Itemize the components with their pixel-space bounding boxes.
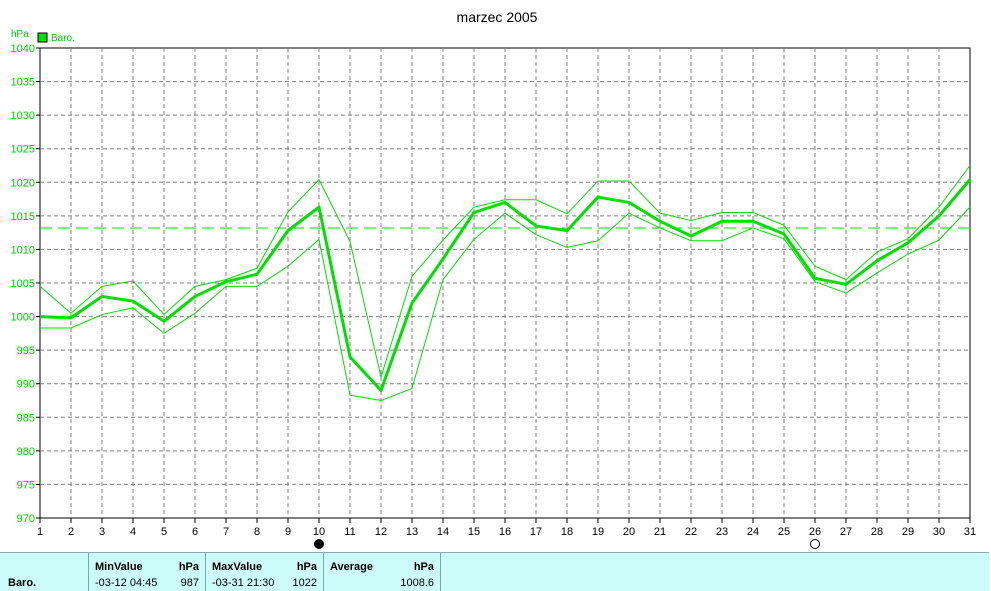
y-tick-label: 980 <box>17 446 35 458</box>
x-tick-label: 10 <box>313 526 325 538</box>
stats-min-cell: MinValue hPa -03-12 04:45 987 <box>89 553 206 591</box>
legend-swatch <box>37 32 48 43</box>
x-tick-label: 12 <box>375 526 387 538</box>
y-axis-unit: hPa <box>11 29 29 40</box>
series-line-min <box>40 206 971 401</box>
barometer-chart: marzec 2005 hPa Baro. 970975980985990995… <box>11 9 976 549</box>
y-tick-label: 970 <box>17 513 35 525</box>
x-tick-label: 17 <box>530 526 542 538</box>
y-tick-label: 1035 <box>11 77 35 89</box>
x-tick-label: 14 <box>437 526 449 538</box>
stats-label-cell: Baro. <box>0 553 89 591</box>
max-time: -03-31 21:30 <box>212 577 275 589</box>
x-tick-label: 26 <box>809 526 821 538</box>
x-tick-label: 24 <box>747 526 759 538</box>
series-line-max <box>39 165 971 378</box>
max-value: 1022 <box>292 577 317 589</box>
legend-label: Baro. <box>51 33 75 44</box>
stats-avg-cell: Average hPa 1008.6 <box>324 553 441 591</box>
x-tick-label: 27 <box>840 526 852 538</box>
x-tick-label: 1 <box>37 526 43 538</box>
x-tick-label: 16 <box>499 526 511 538</box>
max-header: MaxValue <box>212 561 263 573</box>
y-tick-label: 1025 <box>11 144 35 156</box>
max-unit: hPa <box>296 561 317 573</box>
x-tick-label: 29 <box>902 526 914 538</box>
min-time: -03-12 04:45 <box>95 577 158 589</box>
avg-value: 1008.6 <box>400 577 434 589</box>
x-tick-label: 9 <box>285 526 291 538</box>
x-tick-label: 18 <box>561 526 573 538</box>
y-tick-label: 1000 <box>11 312 35 324</box>
x-tick-label: 13 <box>406 526 418 538</box>
y-tick-label: 1010 <box>11 244 35 256</box>
chart-title: marzec 2005 <box>457 9 538 25</box>
x-tick-label: 22 <box>685 526 697 538</box>
x-tick-label: 20 <box>623 526 635 538</box>
x-tick-label: 11 <box>344 526 355 538</box>
x-tick-label: 23 <box>716 526 728 538</box>
x-tick-label: 30 <box>933 526 945 538</box>
y-tick-label: 1040 <box>11 43 35 55</box>
y-tick-label: 975 <box>17 479 35 491</box>
x-tick-label: 2 <box>68 526 74 538</box>
stats-row-label: Baro. <box>8 577 37 589</box>
y-tick-label: 1030 <box>11 110 35 122</box>
y-tick-label: 1005 <box>11 278 35 290</box>
y-tick-label: 985 <box>17 412 35 424</box>
y-tick-label: 1015 <box>11 211 35 223</box>
series-line-average <box>39 178 972 392</box>
x-tick-label: 6 <box>192 526 198 538</box>
x-tick-label: 3 <box>99 526 105 538</box>
moon-full-icon <box>314 539 324 549</box>
avg-unit: hPa <box>413 561 434 573</box>
x-tick-label: 19 <box>592 526 604 538</box>
min-unit: hPa <box>178 561 199 573</box>
x-tick-label: 5 <box>161 526 167 538</box>
x-tick-label: 15 <box>468 526 480 538</box>
y-tick-label: 995 <box>17 345 35 357</box>
min-value: 987 <box>180 577 199 589</box>
x-tick-label: 7 <box>223 526 229 538</box>
x-tick-label: 8 <box>254 526 260 538</box>
min-header: MinValue <box>95 561 143 573</box>
y-tick-label: 990 <box>17 379 35 391</box>
avg-header: Average <box>330 561 374 573</box>
x-tick-label: 31 <box>964 526 976 538</box>
moon-new-icon <box>810 539 820 549</box>
x-tick-label: 4 <box>130 526 136 538</box>
x-tick-label: 21 <box>654 526 666 538</box>
stats-max-cell: MaxValue hPa -03-31 21:30 1022 <box>206 553 324 591</box>
x-tick-label: 25 <box>778 526 790 538</box>
y-tick-label: 1020 <box>11 177 35 189</box>
statistics-panel: Baro. MinValue hPa -03-12 04:45 987 MaxV… <box>0 552 989 591</box>
x-tick-label: 28 <box>871 526 883 538</box>
